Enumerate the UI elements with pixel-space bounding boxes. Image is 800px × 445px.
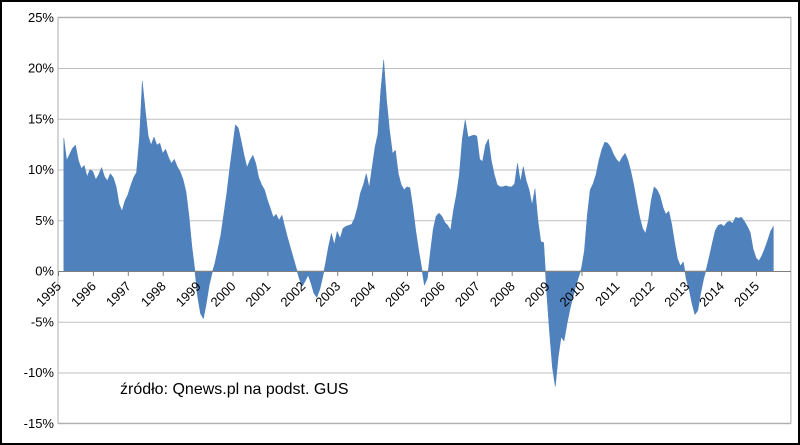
source-annotation: źródło: Qnews.pl na podst. GUS bbox=[120, 381, 349, 398]
x-axis-group bbox=[58, 271, 791, 276]
plot-border bbox=[57, 16, 792, 424]
y-axis-label: -15% bbox=[24, 416, 55, 431]
y-axis-label: 15% bbox=[28, 111, 54, 126]
x-axis-label: 2007 bbox=[452, 279, 483, 310]
y-axis-labels: 25% 20% 15% 10% 5% 0% -5% -10% -15% bbox=[24, 10, 55, 431]
x-axis-label: 1995 bbox=[33, 279, 64, 310]
x-axis-label: 2015 bbox=[731, 279, 762, 310]
x-axis-label: 2008 bbox=[487, 279, 518, 310]
x-axis-labels: 1995 1996 1997 1998 1999 2000 2001 2002 2003 2004… bbox=[33, 279, 762, 310]
area-series bbox=[63, 59, 774, 387]
x-axis-label: 2006 bbox=[417, 279, 448, 310]
x-axis-label: 2004 bbox=[347, 279, 378, 310]
x-axis-label: 1996 bbox=[68, 279, 99, 310]
x-axis-label: 1998 bbox=[138, 279, 169, 310]
y-axis-label: 5% bbox=[35, 213, 54, 228]
y-axis-label: -10% bbox=[24, 365, 55, 380]
x-axis-label: 2000 bbox=[208, 279, 239, 310]
y-axis-label: 25% bbox=[28, 10, 54, 25]
x-axis-label: 1997 bbox=[103, 279, 134, 310]
y-axis-label: 10% bbox=[28, 162, 54, 177]
x-axis-label: 2005 bbox=[382, 279, 413, 310]
x-axis-label: 2011 bbox=[592, 279, 622, 309]
x-axis-label: 2001 bbox=[242, 279, 273, 310]
y-axis-label: 20% bbox=[28, 61, 54, 76]
y-axis-label: 0% bbox=[35, 264, 54, 279]
y-axis-label: -5% bbox=[31, 314, 55, 329]
x-axis-label: 2012 bbox=[626, 279, 657, 310]
